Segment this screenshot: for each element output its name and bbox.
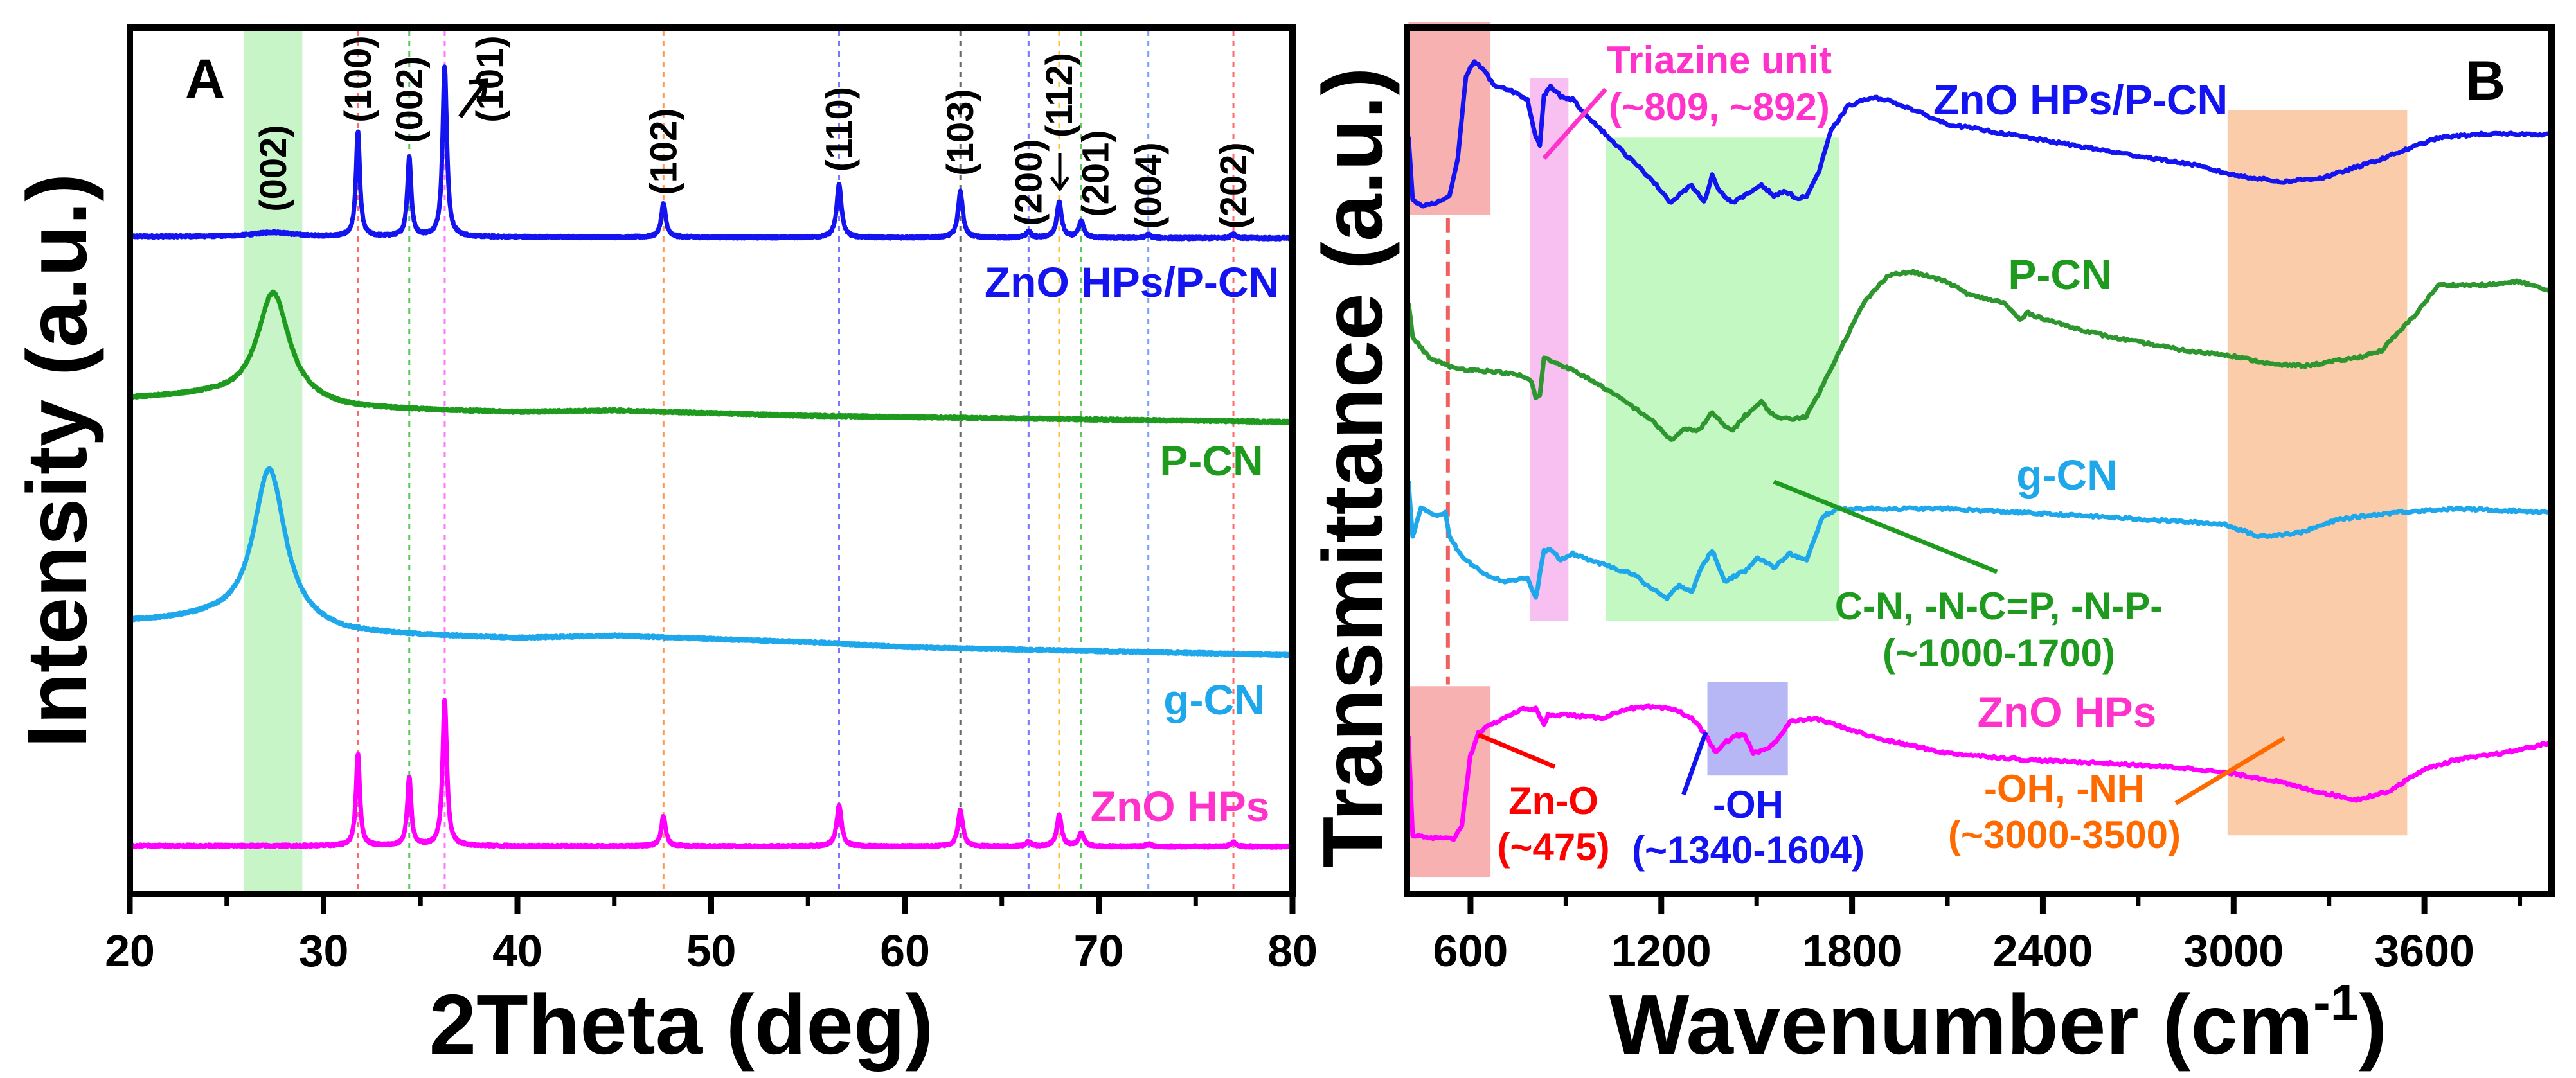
xrd-curve-zno-hps-p-cn xyxy=(127,64,1294,242)
hkl-label-002-cn: (002) xyxy=(253,125,294,211)
hkl-labels: (002)(100) (002) (101)(102) (110) (103)(200)… xyxy=(253,35,1255,229)
annotation-cn-title: C-N, -N-C=P, -N-P- xyxy=(1835,585,2163,628)
panel-label-a: A xyxy=(185,48,225,110)
triazine-region xyxy=(1530,78,1569,622)
ftir-curve-zno-hps xyxy=(1406,703,2554,842)
leader-line-cn xyxy=(1773,479,1998,574)
xrd-curve-g-cn xyxy=(127,466,1295,658)
leader-line-zno xyxy=(1477,732,1556,769)
a-x-tick-label: 30 xyxy=(299,926,349,976)
panel-b-ftir: 600 1200 1800 2400 3000 3600 B Wavenumber (cm… xyxy=(1305,22,2555,1072)
zn-o-region-top xyxy=(1408,22,1491,215)
series-label-p-cn: P-CN xyxy=(1159,437,1263,484)
hkl-label-110: (110) xyxy=(818,87,860,172)
oh-region xyxy=(1707,682,1788,776)
annotation-oh-nh-title: -OH, -NH xyxy=(1984,767,2145,810)
annotation-zno-title: Zn-O xyxy=(1508,779,1598,822)
y-axis-title-b: Transmittance (a.u.) xyxy=(1305,67,1400,869)
leader-line-oh xyxy=(1681,731,1708,796)
annotation-leader-lines xyxy=(1477,87,2285,806)
b-x-tick-label: 1200 xyxy=(1611,926,1712,976)
series-label-zno-hps-p-cn: ZnO HPs/P-CN xyxy=(985,258,1279,306)
a-x-tick-label: 70 xyxy=(1074,926,1124,976)
b-x-tick-label: 1800 xyxy=(1802,926,1902,976)
hkl-label-101: (101) xyxy=(469,35,511,122)
ftir-curve-g-cn xyxy=(1406,481,2552,602)
oh-nh-region xyxy=(2227,110,2408,836)
series-label-g-cn-b: g-CN xyxy=(2016,451,2118,499)
y-axis-title-a: Intensity (a.u.) xyxy=(10,173,104,748)
x-axis-title-b-superscript: -1 xyxy=(2313,974,2359,1031)
arrow-112-head-icon xyxy=(1050,176,1070,192)
x-axis-title-a: 2Theta (deg) xyxy=(429,977,934,1072)
hkl-label-102: (102) xyxy=(643,108,684,195)
leader-line-triazine xyxy=(1542,87,1607,161)
a-x-tick-label: 80 xyxy=(1267,926,1318,976)
annotation-oh-title: -OH xyxy=(1713,783,1784,826)
band-002-cn xyxy=(244,28,303,894)
a-x-tick-label: 60 xyxy=(880,926,930,976)
highlight-bands xyxy=(244,28,303,894)
arrow-101-head-icon xyxy=(469,78,489,98)
series-label-p-cn-b: P-CN xyxy=(2008,251,2111,298)
hkl-label-004: (004) xyxy=(1128,142,1170,229)
ftir-curve-p-cn xyxy=(1406,269,2552,442)
hkl-label-112: (112) xyxy=(1039,53,1080,137)
hkl-label-200: (200) xyxy=(1008,139,1050,225)
annotation-triazine-range: (~809, ~892) xyxy=(1609,85,1830,128)
b-x-tick-label: 3000 xyxy=(2183,926,2284,976)
ftir-curves xyxy=(1406,59,2554,842)
annotation-oh-range: (~1340-1604) xyxy=(1632,829,1865,872)
series-label-g-cn: g-CN xyxy=(1163,676,1265,723)
b-plot-frame xyxy=(1404,24,2555,897)
axes-a: 20 30 40 50 60 70 80 xyxy=(105,24,1318,976)
annotation-oh-nh-range: (~3000-3500) xyxy=(1948,813,2181,856)
hkl-label-202: (202) xyxy=(1213,142,1255,229)
axes-b: 600 1200 1800 2400 3000 3600 xyxy=(1404,24,2555,976)
b-x-tick-label: 2400 xyxy=(1993,926,2093,976)
panel-label-b: B xyxy=(2465,50,2505,112)
arrow-101-icon xyxy=(458,83,485,119)
b-x-tick-label: 3600 xyxy=(2374,926,2474,976)
cn-region xyxy=(1606,137,1839,622)
annotation-cn-range: (~1000-1700) xyxy=(1883,632,2115,675)
xrd-curve-zno-hps xyxy=(128,698,1295,850)
hkl-label-103: (103) xyxy=(940,89,981,175)
a-x-tick-label: 50 xyxy=(686,926,737,976)
annotation-zno-range: (~475) xyxy=(1497,826,1609,869)
leader-line-ohnh xyxy=(2174,736,2285,806)
a-x-tick-label: 40 xyxy=(492,926,542,976)
series-label-zno-hps: ZnO HPs xyxy=(1091,782,1270,830)
x-axis-title-b-close: ) xyxy=(2359,977,2387,1072)
xrd-curve-p-cn xyxy=(128,289,1295,425)
panel-a-xrd: (002)(100) (002) (101)(102) (110) (103)(200)… xyxy=(10,24,1318,1072)
hkl-label-100: (100) xyxy=(337,35,379,122)
b-x-tick-label: 600 xyxy=(1433,926,1508,976)
a-x-tick-label: 20 xyxy=(105,926,155,976)
series-label-zno-hps-p-cn-b: ZnO HPs/P-CN xyxy=(1933,76,2228,123)
hkl-label-201: (201) xyxy=(1075,130,1116,216)
x-axis-title-b-main: Wavenumber (cm xyxy=(1609,977,2313,1072)
ftir-curve-zno-hps-p-cn xyxy=(1406,59,2552,209)
hkl-label-002: (002) xyxy=(389,56,431,143)
highlight-regions xyxy=(1408,22,2408,878)
series-label-zno-hps-b: ZnO HPs xyxy=(1978,688,2157,736)
zn-o-region-bottom xyxy=(1408,686,1491,878)
xrd-curves xyxy=(127,64,1295,850)
annotation-triazine-title: Triazine unit xyxy=(1607,39,1832,82)
x-axis-title-b: Wavenumber (cm-1) xyxy=(1609,974,2388,1072)
